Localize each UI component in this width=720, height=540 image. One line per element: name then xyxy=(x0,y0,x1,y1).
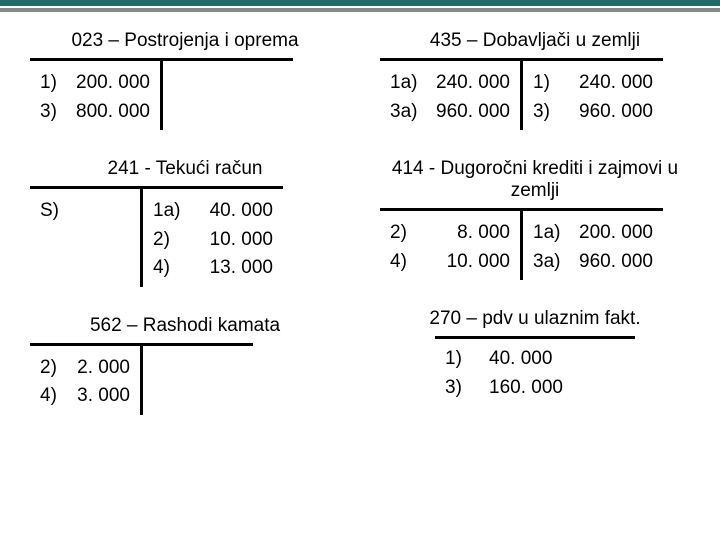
table-row: 3) 960. 000 xyxy=(533,98,653,127)
entry-ref: 3) xyxy=(40,98,74,127)
account-023-credit xyxy=(163,58,293,130)
entry-val: 160. 000 xyxy=(483,374,625,403)
table-row: 4) 3. 000 xyxy=(40,382,130,411)
entry-val: 200. 000 xyxy=(567,219,653,248)
account-023: 023 – Postrojenja i oprema 1) 200. 000 3… xyxy=(30,30,340,130)
account-270: 270 – pdv u ulaznim fakt. 1) 40. 000 3) … xyxy=(380,308,690,406)
table-row: 2) 10. 000 xyxy=(153,226,273,255)
entry-val: 13. 000 xyxy=(187,254,273,283)
entry-ref: 1) xyxy=(533,69,567,98)
table-row: 1) 40. 000 xyxy=(445,345,625,374)
account-270-title: 270 – pdv u ulaznim fakt. xyxy=(380,308,690,330)
account-270-list: 1) 40. 000 3) 160. 000 xyxy=(435,336,635,406)
table-row: 4) 10. 000 xyxy=(390,248,510,277)
entry-ref: 4) xyxy=(40,382,74,411)
account-023-t: 1) 200. 000 3) 800. 000 xyxy=(30,58,340,130)
account-414-title: 414 - Dugoročni krediti i zajmovi u zeml… xyxy=(380,158,690,202)
right-column: 435 – Dobavljači u zemlji 1a) 240. 000 3… xyxy=(380,30,690,443)
account-435: 435 – Dobavljači u zemlji 1a) 240. 000 3… xyxy=(380,30,690,130)
entry-ref: 3) xyxy=(445,374,483,403)
entry-ref: S) xyxy=(40,197,74,226)
entry-ref: 1) xyxy=(40,69,74,98)
table-row: S) xyxy=(40,197,130,226)
entry-val: 2. 000 xyxy=(74,354,130,383)
entry-val: 800. 000 xyxy=(74,98,150,127)
account-435-t: 1a) 240. 000 3a) 960. 000 1) 240. 000 xyxy=(380,58,690,130)
entry-ref: 4) xyxy=(153,254,187,283)
account-023-title: 023 – Postrojenja i oprema xyxy=(30,30,340,52)
entry-val xyxy=(74,197,130,226)
entry-val: 8. 000 xyxy=(424,219,510,248)
account-241-debit: S) xyxy=(30,186,140,287)
entry-ref: 4) xyxy=(390,248,424,277)
account-241-credit: 1a) 40. 000 2) 10. 000 4) 13. 000 xyxy=(143,186,283,287)
account-435-credit: 1) 240. 000 3) 960. 000 xyxy=(523,58,663,130)
entry-ref: 1a) xyxy=(533,219,567,248)
table-row: 3a) 960. 000 xyxy=(390,98,510,127)
entry-val: 40. 000 xyxy=(187,197,273,226)
entry-ref: 3a) xyxy=(533,248,567,277)
account-562-debit: 2) 2. 000 4) 3. 000 xyxy=(30,343,140,415)
entry-val: 960. 000 xyxy=(567,98,653,127)
entry-ref: 2) xyxy=(40,354,74,383)
account-435-title: 435 – Dobavljači u zemlji xyxy=(380,30,690,52)
table-row: 3) 800. 000 xyxy=(40,98,150,127)
entry-val: 10. 000 xyxy=(187,226,273,255)
table-row: 1a) 200. 000 xyxy=(533,219,653,248)
account-414-credit: 1a) 200. 000 3a) 960. 000 xyxy=(523,208,663,280)
account-435-debit: 1a) 240. 000 3a) 960. 000 xyxy=(380,58,520,130)
entry-val: 240. 000 xyxy=(424,69,510,98)
table-row: 1a) 240. 000 xyxy=(390,69,510,98)
table-row: 2) 2. 000 xyxy=(40,354,130,383)
account-562-title: 562 – Rashodi kamata xyxy=(30,315,340,337)
entry-ref: 2) xyxy=(390,219,424,248)
account-241-title: 241 - Tekući račun xyxy=(30,158,340,180)
entry-val: 10. 000 xyxy=(424,248,510,277)
account-241: 241 - Tekući račun S) 1a) 40. 000 2) xyxy=(30,158,340,287)
entry-val: 200. 000 xyxy=(74,69,150,98)
table-row: 2) 8. 000 xyxy=(390,219,510,248)
entry-val: 960. 000 xyxy=(424,98,510,127)
table-row: 3a) 960. 000 xyxy=(533,248,653,277)
entry-val: 960. 000 xyxy=(567,248,653,277)
entry-ref: 3a) xyxy=(390,98,424,127)
account-023-debit: 1) 200. 000 3) 800. 000 xyxy=(30,58,160,130)
table-row: 4) 13. 000 xyxy=(153,254,273,283)
table-row: 3) 160. 000 xyxy=(445,374,625,403)
entry-ref: 3) xyxy=(533,98,567,127)
table-row: 1) 200. 000 xyxy=(40,69,150,98)
account-562: 562 – Rashodi kamata 2) 2. 000 4) 3. 000 xyxy=(30,315,340,415)
account-414: 414 - Dugoročni krediti i zajmovi u zeml… xyxy=(380,158,690,280)
account-562-t: 2) 2. 000 4) 3. 000 xyxy=(30,343,340,415)
left-column: 023 – Postrojenja i oprema 1) 200. 000 3… xyxy=(30,30,340,443)
table-row: 1a) 40. 000 xyxy=(153,197,273,226)
account-562-credit xyxy=(143,343,253,415)
account-241-t: S) 1a) 40. 000 2) 10. 000 4) xyxy=(30,186,340,287)
entry-ref: 2) xyxy=(153,226,187,255)
entry-val: 40. 000 xyxy=(483,345,625,374)
decorative-bar-primary xyxy=(0,0,720,6)
entry-ref: 1) xyxy=(445,345,483,374)
entry-val: 240. 000 xyxy=(567,69,653,98)
entry-val: 3. 000 xyxy=(74,382,130,411)
entry-ref: 1a) xyxy=(153,197,187,226)
entry-ref: 1a) xyxy=(390,69,424,98)
page-grid: 023 – Postrojenja i oprema 1) 200. 000 3… xyxy=(0,12,720,443)
account-414-t: 2) 8. 000 4) 10. 000 1a) 200. 000 3 xyxy=(380,208,690,280)
table-row: 1) 240. 000 xyxy=(533,69,653,98)
account-414-debit: 2) 8. 000 4) 10. 000 xyxy=(380,208,520,280)
